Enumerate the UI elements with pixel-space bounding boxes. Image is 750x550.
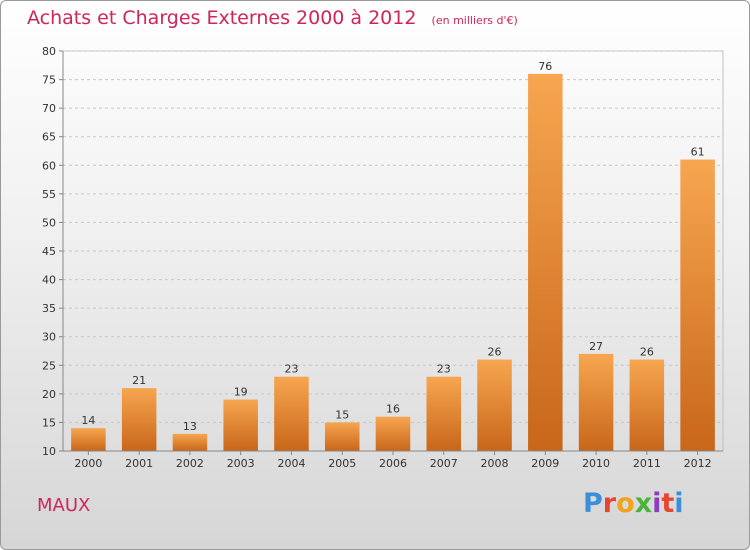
x-tick-label: 2006 (379, 457, 407, 470)
x-tick-label: 2011 (633, 457, 661, 470)
value-label: 27 (589, 340, 603, 353)
x-tick-label: 2009 (531, 457, 559, 470)
brand-letter: x (634, 488, 653, 519)
brand-letter: i (674, 488, 684, 519)
chart-title: Achats et Charges Externes 2000 à 2012 (27, 7, 417, 29)
x-tick-label: 2012 (684, 457, 712, 470)
y-tick-label: 35 (42, 302, 56, 315)
brand-letter: t (661, 488, 675, 519)
axis-layer: 10 15 20 25 30 35 40 45 50 55 60 65 70 75 80 2000 2001 20… (42, 45, 723, 470)
brand-letter: o (616, 488, 635, 519)
y-tick-label: 45 (42, 245, 56, 258)
y-tick-label: 15 (42, 416, 56, 429)
value-label: 21 (132, 374, 146, 387)
bar-layer (71, 73, 715, 452)
y-tick-label: 70 (42, 102, 56, 115)
x-tick-label: 2000 (74, 457, 102, 470)
bar (629, 359, 665, 451)
value-label: 19 (234, 386, 248, 399)
value-label: 16 (386, 403, 400, 416)
x-tick-label: 2010 (582, 457, 610, 470)
bar (680, 159, 715, 452)
value-label: 76 (538, 60, 552, 73)
bar (375, 416, 411, 451)
x-tick-label: 2003 (227, 457, 255, 470)
bar (477, 359, 512, 451)
y-tick-label: 55 (42, 188, 56, 201)
y-tick-label: 60 (42, 159, 56, 172)
value-label: 26 (488, 346, 502, 359)
brand-letter: i (652, 488, 662, 519)
brand-letter: r (602, 488, 617, 519)
bar (274, 376, 309, 451)
y-tick-label: 30 (42, 331, 56, 344)
value-label: 23 (284, 363, 298, 376)
chart-subtitle: (en milliers d'€) (431, 14, 518, 27)
grid-layer (62, 50, 724, 452)
value-label: 13 (183, 420, 197, 433)
bar (528, 73, 563, 451)
bar (324, 422, 360, 451)
label-layer: 14 21 13 19 23 15 16 23 26 76 27 26 61 (81, 60, 704, 433)
bar (223, 399, 258, 451)
value-label: 14 (81, 414, 95, 427)
x-tick-label: 2004 (277, 457, 305, 470)
x-tick-label: 2008 (481, 457, 509, 470)
bar (121, 388, 157, 451)
value-label: 61 (691, 146, 705, 159)
x-tick-label: 2005 (328, 457, 356, 470)
bar (578, 353, 614, 451)
title-row: Achats et Charges Externes 2000 à 2012 (… (27, 7, 518, 29)
bar (71, 428, 106, 451)
bar (172, 433, 208, 451)
bar (426, 376, 462, 451)
y-tick-label: 10 (42, 445, 56, 458)
x-tick-label: 2002 (176, 457, 204, 470)
y-tick-label: 80 (42, 45, 56, 58)
x-tick-label: 2007 (430, 457, 458, 470)
y-tick-label: 40 (42, 274, 56, 287)
brand-logo: Proxiti (583, 488, 684, 519)
place-name: MAUX (37, 495, 91, 516)
y-tick-label: 20 (42, 388, 56, 401)
y-tick-label: 65 (42, 131, 56, 144)
value-label: 26 (640, 346, 654, 359)
y-tick-label: 75 (42, 74, 56, 87)
y-tick-label: 25 (42, 359, 56, 372)
brand-letter: P (583, 488, 603, 519)
value-label: 15 (335, 408, 349, 421)
y-tick-label: 50 (42, 216, 56, 229)
value-label: 23 (437, 363, 451, 376)
x-tick-label: 2001 (125, 457, 153, 470)
